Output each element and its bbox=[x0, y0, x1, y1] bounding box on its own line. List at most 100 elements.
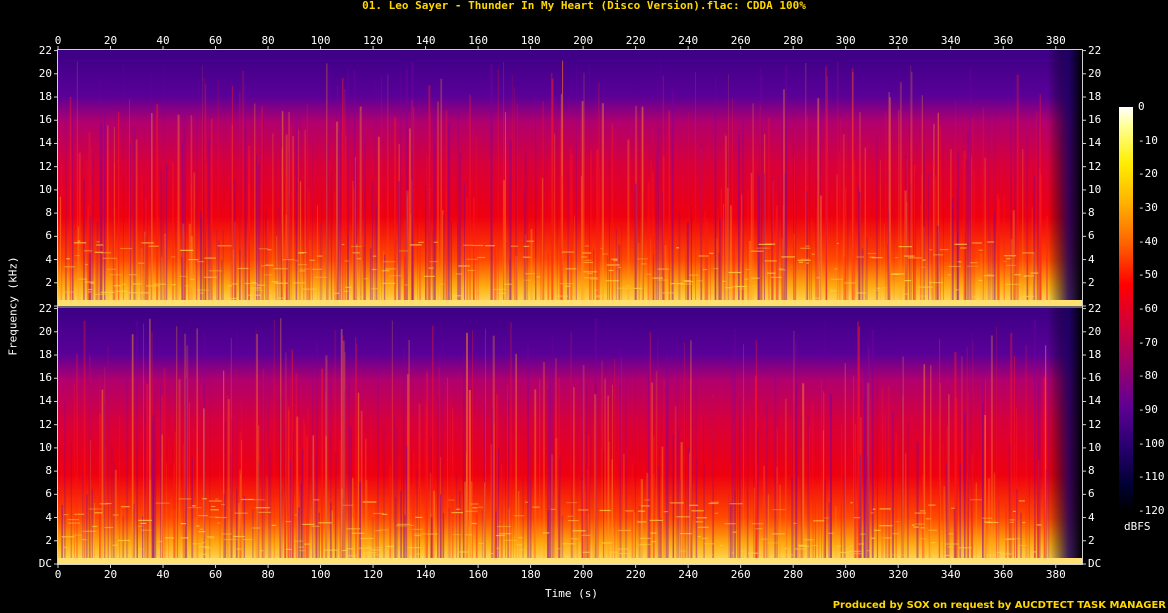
energy-speck bbox=[382, 261, 396, 263]
y-tick-label-right: 18 bbox=[1088, 90, 1102, 104]
spectral-streak bbox=[347, 228, 348, 300]
energy-speck bbox=[467, 269, 475, 272]
spectral-streak bbox=[704, 464, 705, 558]
spectral-streak bbox=[516, 103, 518, 300]
spectral-streak bbox=[634, 363, 636, 558]
spectral-streak bbox=[730, 205, 732, 300]
spectral-streak bbox=[657, 82, 659, 300]
energy-speck bbox=[882, 287, 887, 289]
spectral-streak bbox=[911, 71, 913, 300]
spectral-streak bbox=[842, 134, 845, 300]
spectral-streak bbox=[289, 377, 291, 558]
spectral-streak bbox=[140, 248, 143, 300]
spectral-streak bbox=[350, 425, 352, 558]
spectral-streak bbox=[771, 180, 774, 300]
spectral-streak bbox=[946, 425, 949, 558]
spectral-streak bbox=[589, 65, 590, 301]
spectral-streak bbox=[966, 131, 970, 300]
spectral-streak bbox=[301, 449, 304, 558]
spectral-streak bbox=[437, 397, 439, 558]
spectral-streak bbox=[394, 116, 396, 300]
spectral-streak bbox=[432, 490, 435, 558]
x-tick-label-bottom: 140 bbox=[415, 568, 436, 581]
spectral-streak bbox=[746, 366, 749, 558]
energy-speck bbox=[778, 268, 784, 270]
axis-ticks bbox=[54, 46, 1086, 568]
spectral-streak bbox=[312, 435, 315, 558]
energy-speck bbox=[299, 268, 311, 270]
energy-speck bbox=[925, 518, 931, 520]
spectral-streak bbox=[263, 377, 266, 558]
energy-speck bbox=[385, 268, 396, 270]
spectral-streak bbox=[828, 502, 831, 558]
energy-speck bbox=[1014, 274, 1021, 276]
spectral-streak bbox=[524, 152, 527, 300]
energy-speck bbox=[697, 536, 701, 538]
spectral-streak bbox=[682, 454, 684, 558]
spectral-streak bbox=[646, 472, 649, 558]
energy-speck bbox=[295, 260, 299, 262]
spectral-streak bbox=[897, 109, 900, 300]
spectral-streak bbox=[186, 345, 189, 558]
spectral-streak bbox=[261, 106, 264, 301]
energy-speck bbox=[1004, 255, 1017, 257]
spectral-streak bbox=[535, 96, 536, 300]
spectral-streak bbox=[830, 394, 832, 558]
spectral-streak bbox=[376, 89, 378, 300]
spectral-streak bbox=[594, 394, 597, 558]
energy-speck bbox=[581, 534, 591, 536]
energy-speck bbox=[472, 244, 484, 247]
energy-speck bbox=[198, 515, 208, 517]
spectral-streak bbox=[356, 243, 358, 300]
y-tick-label-left: 18 bbox=[38, 90, 53, 104]
spectral-streak bbox=[196, 449, 199, 558]
spectral-streak bbox=[932, 160, 934, 300]
spectral-streak bbox=[133, 504, 135, 558]
x-tick-label-top: 120 bbox=[363, 34, 384, 47]
y-tick-label-left: 10 bbox=[38, 440, 53, 454]
spectral-streak bbox=[888, 471, 891, 558]
energy-speck bbox=[567, 515, 573, 517]
energy-speck bbox=[800, 258, 810, 260]
energy-speck bbox=[856, 256, 864, 258]
spectral-streak bbox=[377, 353, 379, 558]
spectral-streak bbox=[269, 452, 272, 558]
spectral-streak bbox=[956, 484, 958, 558]
spectral-streak bbox=[817, 98, 820, 300]
energy-speck bbox=[196, 289, 209, 291]
spectral-streak bbox=[244, 83, 246, 300]
spectral-streak bbox=[953, 508, 956, 558]
spectral-streak bbox=[923, 364, 926, 558]
spectral-streak bbox=[688, 111, 690, 300]
energy-speck bbox=[525, 501, 528, 503]
spectral-streak bbox=[1013, 212, 1015, 300]
spectral-streak bbox=[686, 479, 688, 558]
spectral-streak bbox=[797, 476, 800, 558]
spectral-streak bbox=[1010, 333, 1013, 558]
spectral-streak bbox=[921, 95, 923, 300]
spectral-streak bbox=[475, 513, 478, 558]
y-tick-label-right: DC bbox=[1088, 557, 1102, 570]
energy-speck bbox=[121, 506, 130, 508]
spectral-streak bbox=[530, 444, 532, 558]
spectral-streak bbox=[678, 211, 681, 300]
y-tick-label-left: 20 bbox=[38, 66, 53, 80]
energy-speck bbox=[231, 283, 238, 285]
y-tick-label-right: 18 bbox=[1088, 348, 1102, 362]
spectral-streak bbox=[508, 173, 511, 300]
energy-speck bbox=[103, 257, 117, 259]
spectral-streak bbox=[457, 102, 460, 300]
spectral-streak bbox=[227, 399, 230, 558]
spectral-streak bbox=[845, 112, 847, 301]
energy-speck bbox=[853, 517, 861, 519]
energy-speck bbox=[208, 500, 222, 502]
spectral-streak bbox=[560, 93, 562, 301]
spectral-streak bbox=[406, 190, 407, 300]
spectral-streak bbox=[259, 136, 261, 300]
spectral-streak bbox=[1045, 345, 1047, 558]
spectral-streak bbox=[903, 441, 905, 558]
energy-speck bbox=[939, 555, 945, 557]
energy-speck bbox=[94, 293, 106, 295]
spectral-streak bbox=[847, 202, 849, 300]
energy-speck bbox=[928, 529, 937, 531]
